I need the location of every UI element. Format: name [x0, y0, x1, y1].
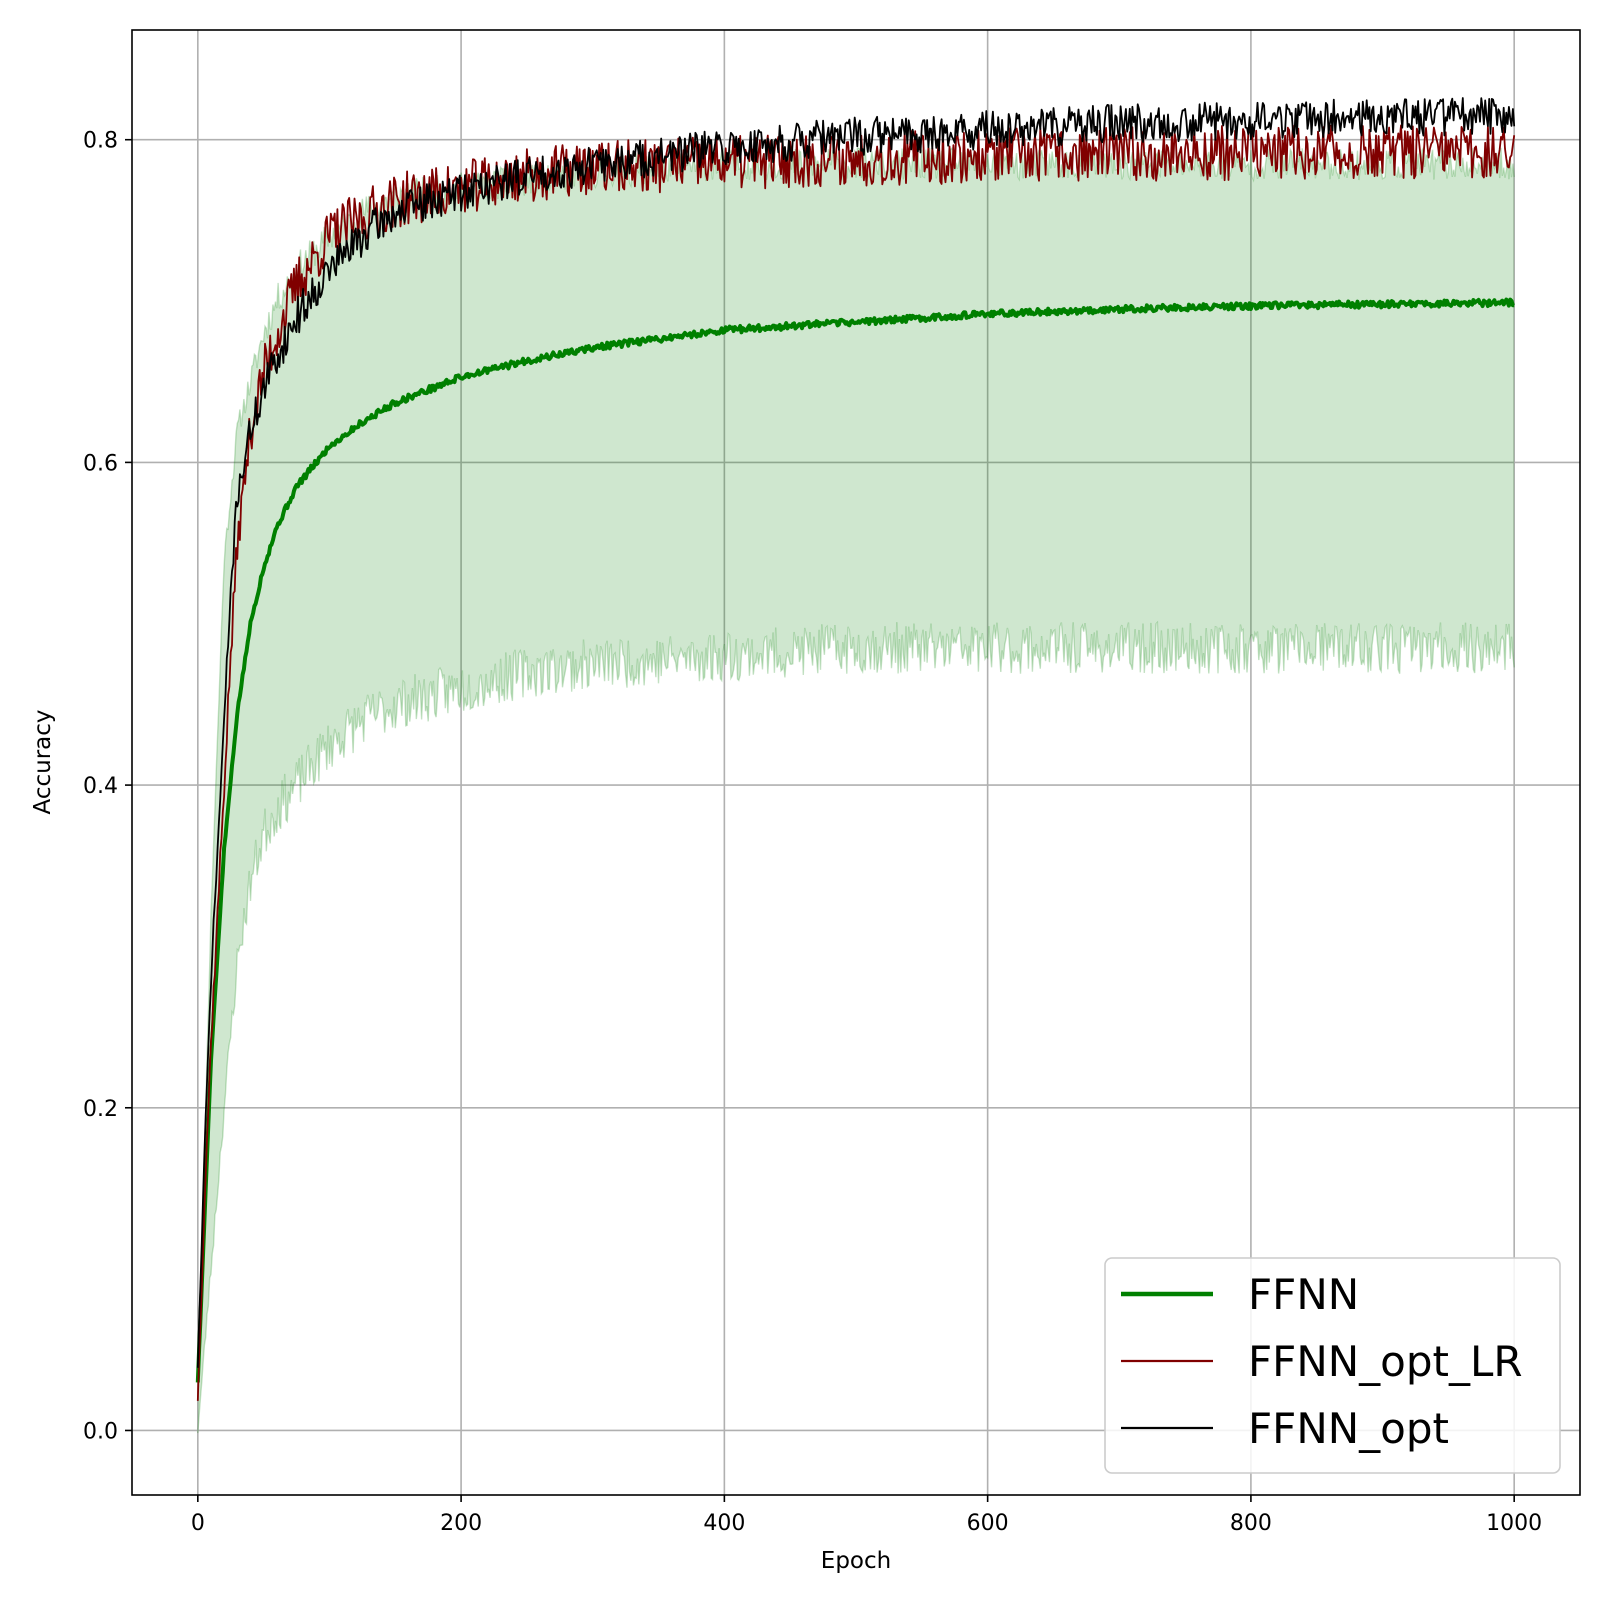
x-tick-label: 0 [191, 1511, 205, 1536]
x-axis-label: Epoch [821, 1548, 891, 1574]
ffnn-band-fill [197, 147, 1515, 1434]
y-axis-label: Accuracy [30, 709, 56, 814]
legend-label-ffnn: FFNN [1248, 1270, 1359, 1319]
y-tick-label: 0.6 [83, 451, 118, 476]
ffnn-band-lower [197, 620, 1515, 1434]
ffnn-opt-lr-line [196, 124, 1516, 1401]
legend-label-ffnn-opt-lr: FFNN_opt_LR [1248, 1337, 1523, 1386]
y-tick-label: 0.0 [83, 1419, 118, 1444]
x-tick-label: 1000 [1486, 1511, 1542, 1536]
series-layer [195, 97, 1516, 1401]
y-tick-label: 0.8 [83, 129, 118, 154]
x-tick-label: 600 [967, 1511, 1009, 1536]
legend: FFNN FFNN_opt_LR FFNN_opt [1104, 1257, 1561, 1474]
y-tick-label: 0.4 [83, 774, 118, 799]
legend-box [1104, 1257, 1561, 1474]
tick-layer: 0 200 400 600 800 1000 0.0 0.2 0.4 0.6 0.8 [83, 129, 1542, 1536]
x-tick-label: 400 [703, 1511, 745, 1536]
legend-label-ffnn-opt: FFNN_opt [1248, 1404, 1449, 1453]
ffnn-opt-line [196, 97, 1516, 1368]
x-tick-label: 200 [440, 1511, 482, 1536]
ffnn-line [195, 297, 1515, 1383]
x-tick-label: 800 [1230, 1511, 1272, 1536]
plot-frame [131, 29, 1581, 1496]
y-tick-label: 0.2 [83, 1097, 118, 1122]
